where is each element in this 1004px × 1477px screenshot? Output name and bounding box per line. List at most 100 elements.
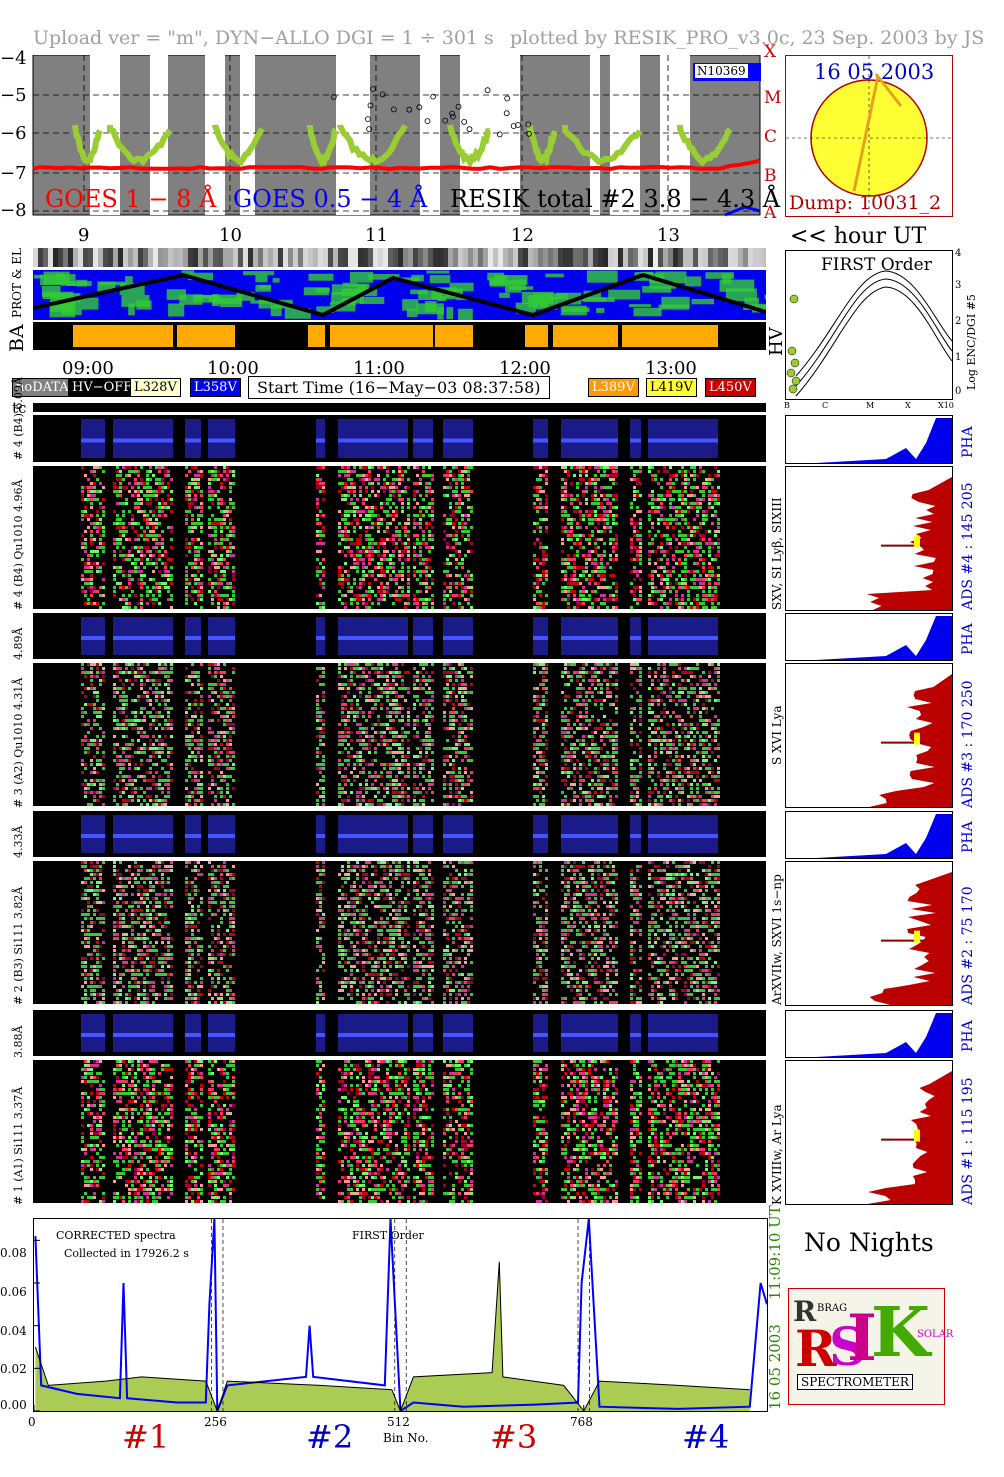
det2-main-label: # 2 (B3) Si111 3.82Å (12, 886, 25, 1005)
start-time: Start Time (16−May−03 08:37:58) (248, 376, 550, 399)
spec-ytick-006: 0.06 (0, 1285, 27, 1299)
spec-xtick-256: 256 (204, 1415, 227, 1429)
fo-ytick-2: 2 (955, 316, 962, 327)
spec-xlabel: Bin No. (383, 1431, 429, 1445)
legend-nodata: noDATA (12, 378, 73, 397)
legend-l450: L450V (705, 378, 756, 397)
det1-ads: ADS #1 : 115 195 (960, 1077, 976, 1205)
sun-disk (786, 56, 952, 216)
spectrum-series-1 (34, 1219, 767, 1411)
hour-tick-11: 11 (365, 225, 388, 246)
logo-letter-s: S (829, 1317, 867, 1378)
logo-letter-k: K (871, 1293, 931, 1373)
logo-small-solar: SOLAR (917, 1329, 954, 1340)
plotted-by: plotted by RESIK_PRO_v3.0c, 23 Sep. 2003… (510, 27, 985, 49)
tc-label: tc (12, 399, 27, 417)
resik-logo: R R S I K BRAG SOLAR SPECTROMETER (788, 1288, 953, 1405)
class-c: C (764, 127, 778, 147)
spec-xtick-768: 768 (570, 1415, 593, 1429)
pha-strip (33, 415, 766, 462)
prot-el-strip (33, 270, 766, 320)
hour-tick-1000: 10:00 (207, 358, 259, 379)
det2-pha-label: 4.33Å (12, 825, 25, 858)
det3-ads: ADS #3 : 170 250 (960, 680, 976, 808)
hour-unit-label: << hour UT (790, 224, 927, 249)
hour-tick-1200: 12:00 (499, 358, 551, 379)
det3-pha-tag: PHA (960, 623, 976, 655)
noaa-label: N10369 (695, 64, 748, 78)
logo-letter-r-top: R (793, 1295, 817, 1328)
class-x: X (764, 42, 777, 62)
hv-label: HV (766, 327, 787, 356)
spec-time-label: 11:09:10 UT (766, 1205, 784, 1300)
det4-main-label: # 4 (B4) Qu1010 4.96Å (12, 479, 25, 610)
label-goes-05-4: GOES 0.5 − 4 Å (233, 185, 428, 213)
class-m: M (764, 88, 782, 108)
no-nights: No Nights (804, 1228, 934, 1257)
fo-ytick-3: 3 (955, 280, 962, 291)
spectrum-strip (33, 1060, 766, 1203)
goes-light-curve (32, 55, 761, 217)
hour-tick-1300: 13:00 (645, 358, 697, 379)
fo-xtick-x: X (905, 401, 911, 410)
fo-ytick-1: 1 (955, 352, 962, 363)
det4-pha-tag: PHA (960, 426, 976, 458)
goes-panel (0, 55, 785, 220)
spec-ytick-004: 0.04 (0, 1324, 27, 1338)
first-order-title: FIRST Order (821, 255, 932, 275)
det2-pha-tag: PHA (960, 821, 976, 853)
ads-histogram (785, 1060, 953, 1205)
fo-xtick-m: M (866, 401, 875, 410)
spec-date-label: 16 05 2003 (766, 1324, 784, 1410)
spectrum-fill (35, 1261, 750, 1411)
spec-ytick-000: 0.00 (0, 1398, 27, 1412)
goes-ytick-4: −7 (0, 163, 27, 184)
prot-el-label: PROT & EL (10, 248, 24, 318)
legend-l358: L358V (190, 378, 241, 397)
class-a: A (764, 203, 777, 223)
hour-tick-13: 13 (657, 225, 680, 246)
det2-ads: ADS #2 : 75 170 (960, 886, 976, 1005)
pha-strip (33, 811, 766, 857)
fo-ytick-4: 4 (955, 248, 962, 259)
ads-histogram (785, 663, 953, 808)
spectrum-panel: CORRECTED spectra FIRST Order Collected … (33, 1218, 768, 1412)
fo-ylabel: Log ENC/DGI #5 (965, 294, 978, 390)
detector-number-1: #1 (122, 1418, 170, 1456)
spectrum-collected: Collected in 17926.2 s (64, 1247, 189, 1260)
det1-pha-tag: PHA (960, 1020, 976, 1052)
fo-xtick-b: B (784, 401, 790, 410)
spec-xtick-512: 512 (387, 1415, 410, 1429)
label-resik-total: RESIK total #2 3.8 − 4.3 Å (450, 185, 781, 213)
logo-small-brag: BRAG (817, 1303, 848, 1314)
pha-histogram (785, 811, 953, 859)
hour-tick-0900: 09:00 (62, 358, 114, 379)
det3-lines: S XVI Lya (770, 705, 784, 766)
fo-xtick-x10: X10 (938, 401, 954, 410)
det1-main-label: # 1 (A1) Si111 3.37Å (12, 1086, 25, 1205)
fo-ytick-0: 0 (955, 386, 962, 397)
spectrum-strip (33, 663, 766, 806)
logo-letter-i: I (847, 1301, 877, 1376)
legend-l419: L419V (646, 378, 697, 397)
legend-l389: L389V (588, 378, 639, 397)
goes-ytick-1: −4 (0, 48, 27, 69)
spectrum-title-mid: FIRST Order (352, 1229, 424, 1242)
legend-l328: L328V (130, 378, 181, 397)
ads-histogram (785, 466, 953, 611)
goes-ytick-2: −5 (0, 85, 27, 106)
goes-ytick-3: −6 (0, 123, 27, 144)
det2-lines: ArXVIIw, SXVI 1s−np (770, 874, 784, 1005)
sun-date: 16 05 2003 (814, 60, 935, 84)
det4-lines: SXV, SI Lyβ, SIXIII (770, 497, 784, 610)
det4-pha-label: # 4 (B4) 6.09Å (12, 377, 25, 460)
class-b: B (764, 166, 777, 186)
upload-info: Upload ver = "m", DYN−ALLO DGI = 1 ÷ 301… (33, 27, 494, 49)
spec-xtick-0: 0 (28, 1415, 36, 1429)
spectrum-title-left: CORRECTED spectra (56, 1229, 176, 1242)
detector-number-4: #4 (682, 1418, 730, 1456)
spectrum-series-2 (34, 1261, 750, 1411)
spectrum-strip (33, 466, 766, 609)
logo-sub: SPECTROMETER (797, 1374, 913, 1390)
spectrum-plot (34, 1219, 767, 1411)
